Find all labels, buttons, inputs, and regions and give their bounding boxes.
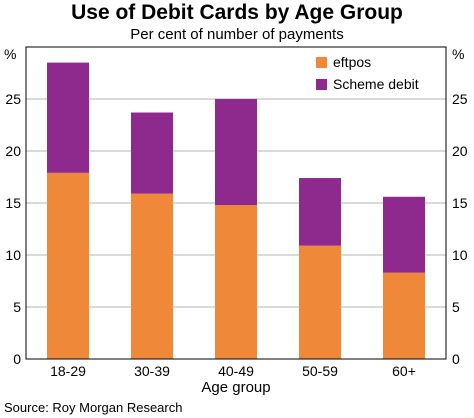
y-tick-labels: 0 0 5 5 10 10 15 15 20 20 25 25 <box>5 91 467 367</box>
bars <box>47 62 425 359</box>
x-tick-label: 50-59 <box>302 363 338 379</box>
x-tick-label: 30-39 <box>134 363 170 379</box>
source-note: Source: Roy Morgan Research <box>4 400 182 415</box>
y-tick-label-left: 0 <box>13 351 21 367</box>
bar-eftpos-40-49 <box>215 205 257 359</box>
bar-eftpos-50-59 <box>299 245 341 359</box>
bar-scheme-debit-40-49 <box>215 99 257 206</box>
y-tick-label-right: 0 <box>452 351 460 367</box>
legend-swatch <box>316 57 327 68</box>
bar-scheme-debit-60+ <box>383 196 425 273</box>
x-axis-label: Age group <box>201 379 270 396</box>
legend-label: Scheme debit <box>333 76 419 92</box>
bar-eftpos-30-39 <box>131 193 173 359</box>
y-tick-label-right: 10 <box>452 247 468 263</box>
legend: eftpos Scheme debit <box>316 54 419 92</box>
bar-eftpos-18-29 <box>47 172 89 359</box>
y-tick-label-right: 5 <box>452 299 460 315</box>
chart-title: Use of Debit Cards by Age Group <box>71 1 403 24</box>
x-tick-labels: 18-29 30-39 40-49 50-59 60+ <box>50 363 416 379</box>
x-tick-label: 60+ <box>392 363 416 379</box>
x-tick-label: 40-49 <box>218 363 254 379</box>
plot-frame <box>25 46 447 360</box>
legend-label: eftpos <box>333 54 371 70</box>
y-tick-label-right: 20 <box>452 143 468 159</box>
y-tick-label-left: 20 <box>5 143 21 159</box>
bar-scheme-debit-50-59 <box>299 178 341 246</box>
y-axis-unit-left: % <box>4 46 16 62</box>
y-tick-label-left: 15 <box>5 195 21 211</box>
y-tick-label-right: 25 <box>452 91 468 107</box>
chart-subtitle: Per cent of number of payments <box>130 26 343 43</box>
bar-scheme-debit-30-39 <box>131 112 173 194</box>
legend-swatch <box>316 79 327 90</box>
bar-eftpos-60+ <box>383 272 425 359</box>
bar-scheme-debit-18-29 <box>47 62 89 173</box>
y-tick-label-right: 15 <box>452 195 468 211</box>
y-tick-label-left: 25 <box>5 91 21 107</box>
x-tick-label: 18-29 <box>50 363 86 379</box>
y-tick-label-left: 5 <box>13 299 21 315</box>
y-tick-label-left: 10 <box>5 247 21 263</box>
y-axis-unit-right: % <box>452 46 464 62</box>
